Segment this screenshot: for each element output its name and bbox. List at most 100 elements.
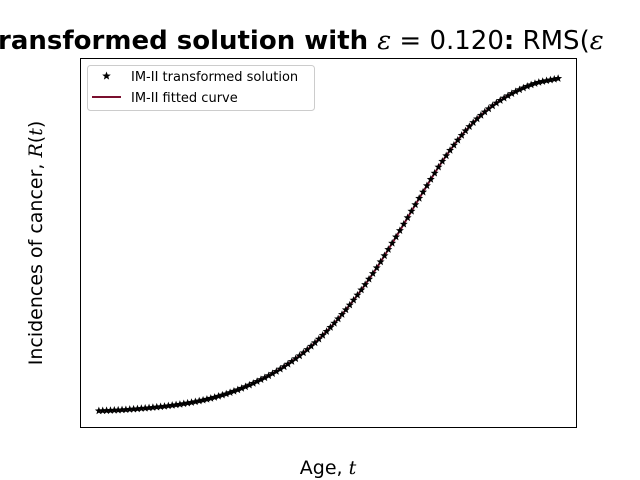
y-axis-label-var: R	[25, 143, 47, 158]
solution-star-marker	[438, 157, 447, 165]
solution-star-marker	[403, 213, 412, 222]
solution-star-marker	[411, 200, 420, 209]
solution-star-marker	[183, 398, 192, 407]
solution-star-marker	[152, 402, 161, 411]
solution-star-marker	[229, 387, 238, 395]
solution-star-marker	[357, 285, 366, 294]
x-axis-label: Age, t	[300, 457, 357, 479]
solution-star-marker	[283, 359, 292, 368]
solution-star-marker	[388, 239, 397, 247]
title-part1: ransformed solution with	[0, 26, 377, 56]
solution-star-marker	[256, 375, 265, 384]
y-axis-label-paren-close: )	[25, 121, 47, 128]
solution-star-marker	[187, 398, 196, 406]
solution-star-marker	[453, 135, 462, 144]
solution-star-marker	[210, 393, 219, 401]
solution-star-marker	[291, 354, 300, 363]
solution-star-marker	[523, 82, 532, 90]
legend-label-transformed-solution: IM-II transformed solution	[131, 70, 298, 85]
solution-star-marker	[527, 80, 536, 89]
solution-star-marker	[102, 406, 111, 414]
title-equals: = 0.120	[391, 26, 504, 56]
solution-star-marker	[376, 257, 385, 266]
solution-star-marker	[260, 373, 269, 382]
solution-star-marker	[554, 74, 563, 82]
solution-star-marker	[191, 397, 200, 406]
legend: IM-II transformed solution IM-II fitted …	[87, 65, 315, 111]
solution-star-marker	[129, 404, 138, 413]
solution-star-marker	[311, 338, 319, 347]
solution-star-marker	[368, 269, 377, 277]
y-axis-label-var-t: t	[25, 128, 47, 136]
solution-star-marker	[214, 392, 223, 400]
solution-star-marker	[415, 194, 424, 202]
solution-star-marker	[361, 280, 370, 288]
solution-star-marker	[202, 395, 211, 403]
solution-star-marker	[457, 131, 466, 139]
solution-star-marker	[330, 319, 339, 327]
solution-star-marker	[287, 357, 296, 365]
solution-star-marker	[145, 403, 154, 412]
solution-star-marker	[137, 404, 146, 412]
solution-star-marker	[492, 98, 501, 107]
solution-star-marker	[515, 85, 524, 94]
solution-star-marker	[121, 405, 130, 414]
solution-star-marker	[179, 399, 188, 408]
solution-star-marker	[500, 93, 509, 102]
solution-star-marker	[118, 405, 127, 414]
solution-star-marker	[449, 140, 458, 149]
solution-star-marker	[133, 404, 142, 413]
solution-star-marker	[338, 310, 346, 318]
solution-star-marker	[507, 89, 516, 98]
solution-star-marker	[322, 327, 331, 335]
solution-star-marker	[380, 251, 389, 260]
solution-star-marker	[98, 406, 107, 415]
solution-star-marker	[237, 384, 246, 392]
solution-star-marker	[276, 364, 285, 373]
solution-star-marker	[314, 334, 323, 343]
solution-star-marker	[245, 380, 254, 389]
solution-star-marker	[295, 351, 304, 360]
solution-star-marker	[156, 402, 165, 411]
solution-star-marker	[534, 78, 543, 86]
solution-star-marker	[530, 79, 539, 87]
solution-star-marker	[550, 75, 559, 83]
solution-star-marker	[469, 118, 478, 127]
solution-star-marker	[419, 187, 428, 196]
solution-star-marker	[148, 403, 157, 411]
solution-star-marker	[434, 162, 443, 171]
solution-star-marker	[168, 401, 177, 409]
solution-star-marker	[233, 385, 242, 394]
solution-star-marker	[195, 396, 204, 405]
solution-star-marker	[253, 377, 262, 385]
solution-star-marker	[206, 394, 215, 402]
legend-label-fitted-curve: IM-II fitted curve	[131, 91, 238, 106]
title-part2: RMS(	[514, 26, 589, 56]
solution-star-marker	[349, 295, 358, 304]
solution-star-marker	[307, 342, 316, 350]
solution-star-marker	[395, 226, 404, 234]
y-axis-label: Incidences of cancer, R(t)	[25, 121, 47, 366]
solution-star-marker	[365, 274, 374, 283]
solution-star-marker	[442, 151, 451, 160]
solution-star-marker	[392, 232, 401, 241]
solution-star-marker	[226, 388, 235, 397]
solution-star-marker	[473, 114, 482, 123]
title-epsilon-2: ε	[590, 26, 604, 56]
plot-area-frame	[80, 58, 577, 428]
solution-star-marker	[160, 402, 169, 410]
solution-star-marker	[465, 122, 474, 130]
x-axis-label-var: t	[349, 457, 357, 479]
title-colon: :	[504, 26, 514, 56]
solution-star-marker	[546, 75, 555, 84]
solution-star-marker	[422, 181, 431, 190]
solution-star-marker	[175, 400, 184, 408]
y-axis-label-text: Incidences of cancer,	[25, 158, 47, 366]
solution-star-marker	[461, 126, 470, 135]
solution-star-marker	[199, 395, 208, 404]
solution-star-marker	[164, 401, 173, 410]
solution-star-marker	[496, 96, 505, 104]
solution-star-marker	[426, 175, 435, 183]
solution-star-marker	[222, 389, 231, 398]
